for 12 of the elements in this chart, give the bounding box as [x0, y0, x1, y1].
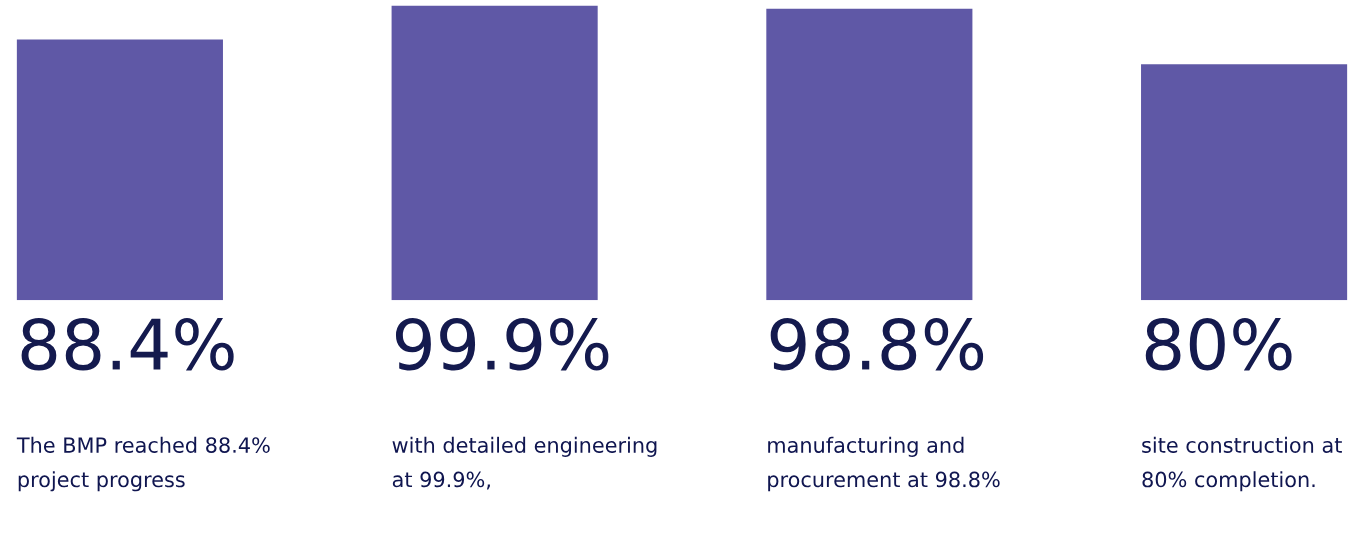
bar [1141, 64, 1348, 301]
text: with detailed engineering at 99.9%, [392, 436, 657, 490]
data-label: 80% [1145, 317, 1292, 371]
text: The BMP reached 88.4% project progress [16, 436, 270, 492]
data-label: 88.4% [21, 317, 234, 371]
data-label: 99.9% [395, 317, 609, 371]
bar [391, 5, 598, 301]
text: site construction at 80% completion. [1142, 436, 1342, 492]
text: manufacturing and procurement at 98.8% [768, 436, 1000, 492]
data-label: 98.8% [770, 317, 984, 371]
bar [766, 8, 973, 301]
bar [16, 39, 223, 301]
